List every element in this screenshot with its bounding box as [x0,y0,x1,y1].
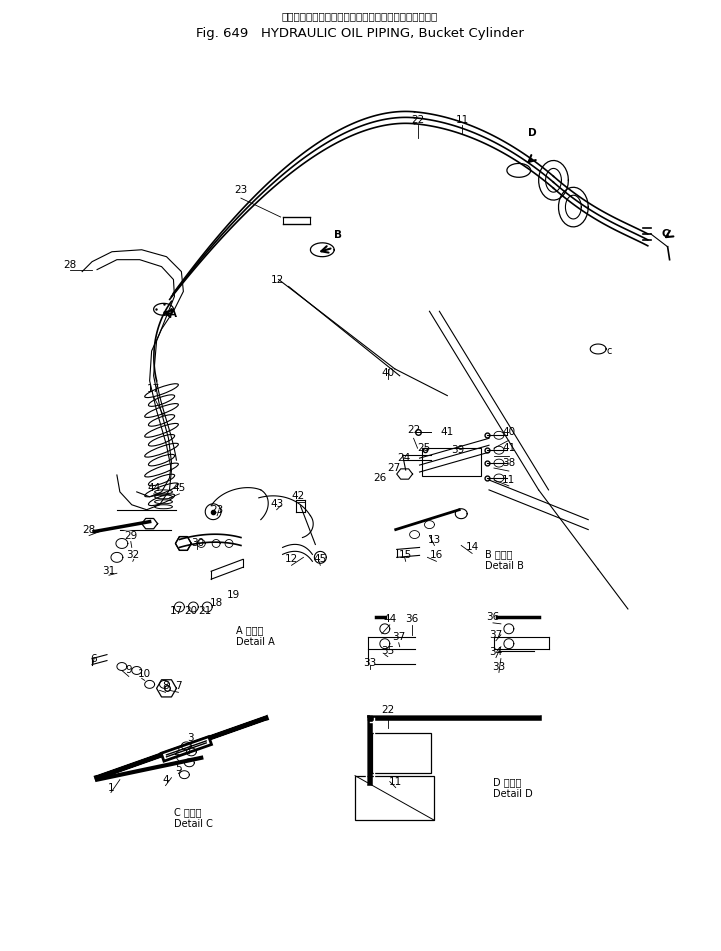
Text: 45: 45 [173,483,186,493]
Text: 5: 5 [175,763,182,773]
Text: 45: 45 [314,554,327,564]
Text: 3: 3 [187,733,194,743]
Text: 23: 23 [211,505,224,514]
Text: Detail A: Detail A [236,636,275,647]
Text: A 詳細図: A 詳細図 [236,625,263,634]
Text: 4: 4 [162,775,169,785]
Text: 1: 1 [107,783,114,792]
Text: 22: 22 [411,115,424,125]
Text: 20: 20 [184,606,197,616]
Text: 36: 36 [487,611,500,622]
Text: 10: 10 [138,670,151,679]
Text: 34: 34 [490,647,503,656]
Text: バケットシリンダ・ハイドロリックオイルパイプライン: バケットシリンダ・ハイドロリックオイルパイプライン [282,11,438,22]
Text: 31: 31 [102,566,115,576]
Text: 16: 16 [430,551,443,560]
Text: 9: 9 [125,666,132,675]
Text: 43: 43 [270,498,283,509]
Text: A: A [169,309,177,320]
Text: c: c [606,346,611,356]
Text: 25: 25 [417,443,430,454]
Text: 18: 18 [210,598,223,608]
Text: 22: 22 [381,706,394,715]
Text: 2: 2 [173,747,180,757]
Text: 23: 23 [234,185,247,195]
Text: 28: 28 [63,260,77,270]
Text: 7: 7 [175,681,182,691]
Text: 11: 11 [503,475,516,485]
Text: 39: 39 [451,445,465,456]
Text: C: C [662,229,669,239]
Text: 14: 14 [466,542,479,553]
Text: 21: 21 [198,606,212,616]
Text: 36: 36 [405,614,418,624]
Text: 12: 12 [271,275,284,284]
Polygon shape [175,536,191,551]
Text: 6: 6 [89,653,97,664]
Text: 44: 44 [147,483,160,493]
Text: C 詳細図: C 詳細図 [174,807,202,817]
Text: 42: 42 [292,491,305,501]
Text: 40: 40 [381,368,394,378]
Text: 38: 38 [503,458,516,468]
Text: 24: 24 [397,453,410,463]
Text: 26: 26 [373,473,386,483]
Text: 37: 37 [490,630,503,640]
Text: Detail C: Detail C [174,819,213,829]
Text: 11: 11 [389,777,402,786]
Text: 40: 40 [503,427,516,437]
Text: 44: 44 [383,614,397,624]
Text: 37: 37 [392,631,405,642]
Text: 11: 11 [456,115,469,125]
Text: B: B [334,230,342,240]
Text: 29: 29 [124,531,138,540]
Text: 22: 22 [407,425,420,436]
Text: 27: 27 [387,463,400,473]
Text: 30: 30 [191,538,204,549]
Text: 32: 32 [126,551,139,560]
Text: 33: 33 [363,657,376,668]
Text: 41: 41 [503,443,516,454]
Text: 41: 41 [441,427,454,437]
Text: Detail B: Detail B [485,561,524,572]
Text: D 詳細図: D 詳細図 [493,778,521,787]
Text: 13: 13 [428,534,441,545]
Text: 8: 8 [162,681,169,691]
Text: 17: 17 [170,606,183,616]
Text: Fig. 649   HYDRAULIC OIL PIPING, Bucket Cylinder: Fig. 649 HYDRAULIC OIL PIPING, Bucket Cy… [196,28,524,41]
Text: 35: 35 [381,646,394,655]
Text: D: D [528,127,537,138]
Text: 33: 33 [492,662,505,671]
Text: B 詳細図: B 詳細図 [485,550,513,559]
Text: Detail D: Detail D [493,789,533,800]
Text: 17: 17 [147,383,160,394]
Text: 15: 15 [399,551,412,560]
Text: 28: 28 [82,525,96,534]
Text: 19: 19 [226,590,239,600]
Text: 12: 12 [285,554,298,564]
